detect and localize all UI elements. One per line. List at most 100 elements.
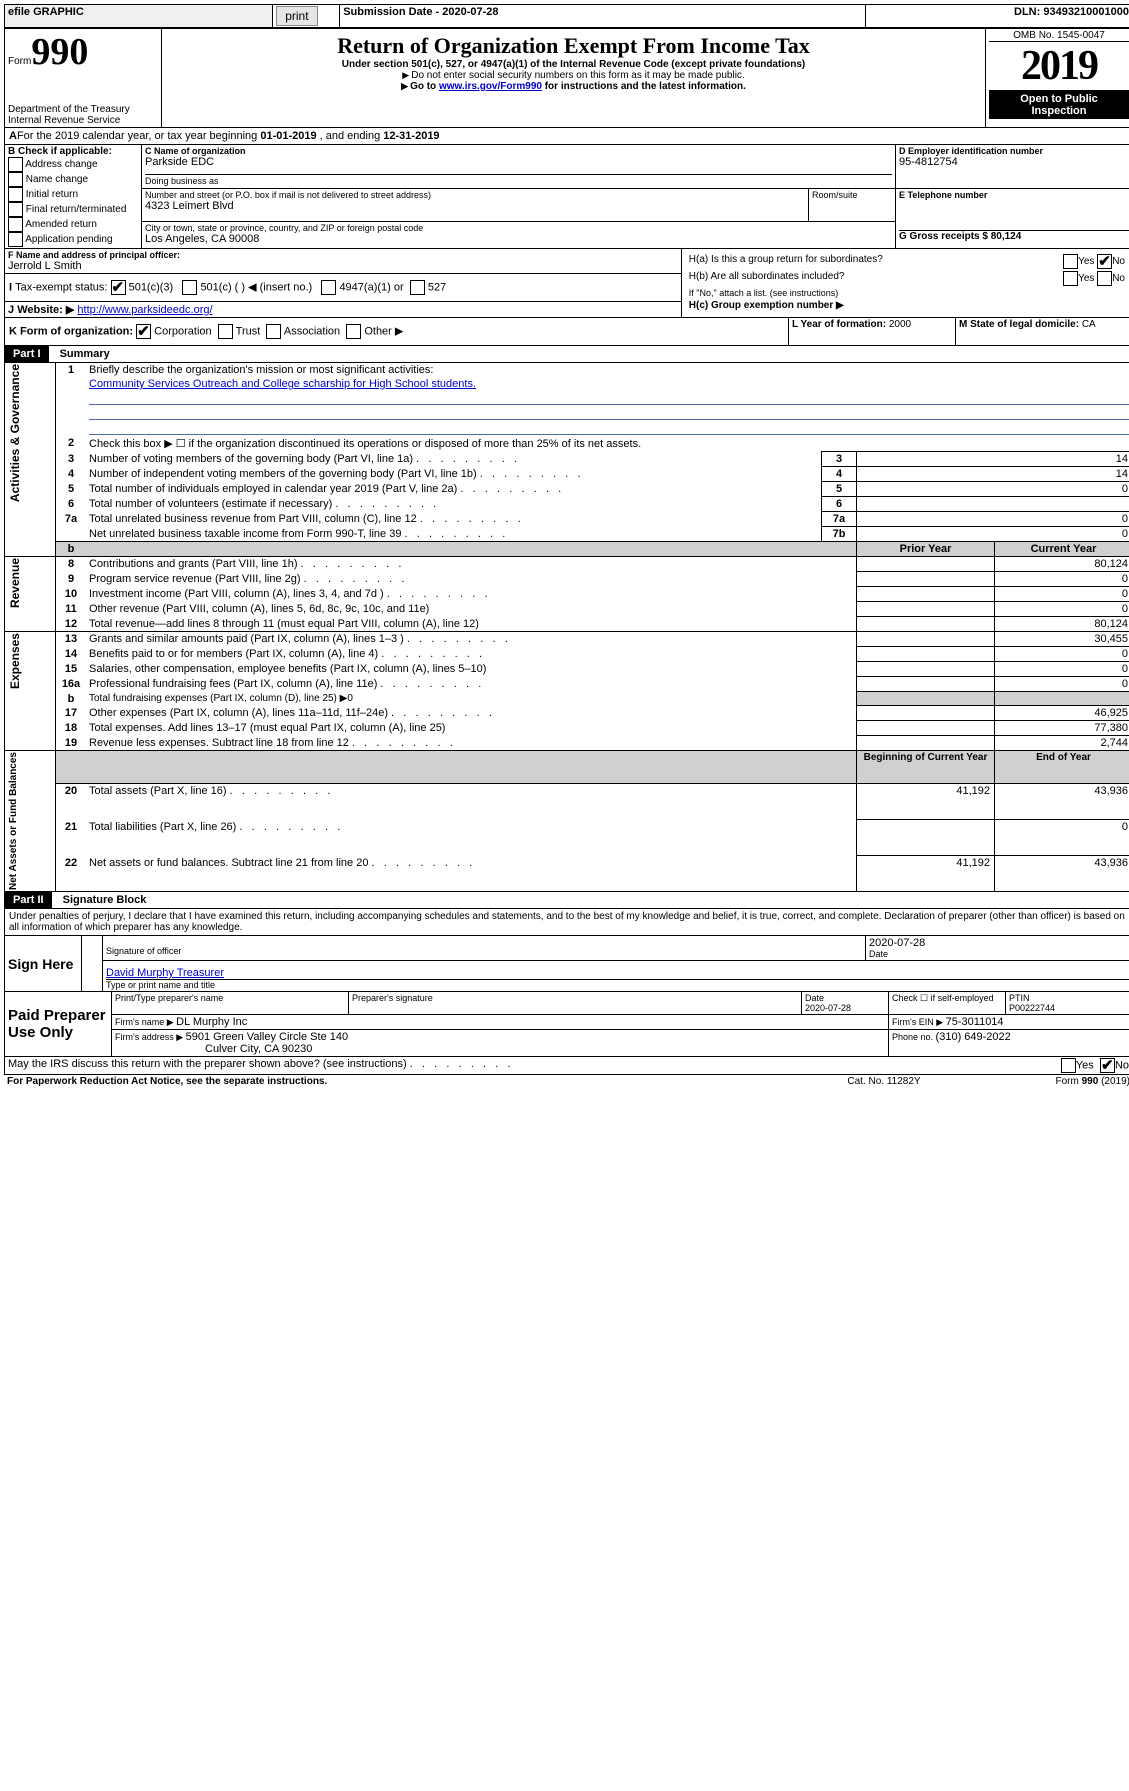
k-assoc[interactable] — [266, 324, 281, 339]
addr-label: Number and street (or P.O. box if mail i… — [145, 190, 805, 200]
rev-row: Contributions and grants (Part VIII, lin… — [86, 557, 857, 572]
current-year-hdr: Current Year — [995, 542, 1129, 557]
discuss-no[interactable] — [1100, 1058, 1115, 1073]
side-revenue: Revenue — [8, 558, 22, 608]
exp-row: Total expenses. Add lines 13–17 (must eq… — [86, 721, 857, 736]
paid-preparer-label: Paid Preparer Use Only — [5, 992, 112, 1057]
discuss-yes[interactable] — [1061, 1058, 1076, 1073]
ptin-value: P00222744 — [1009, 1003, 1055, 1013]
side-expenses: Expenses — [8, 633, 22, 689]
mission-text[interactable]: Community Services Outreach and College … — [89, 378, 476, 390]
efile-label: efile GRAPHIC — [5, 5, 273, 28]
hb-no[interactable] — [1097, 271, 1112, 286]
box-b-label: B Check if applicable: — [8, 146, 138, 157]
line-a: AFor the 2019 calendar year, or tax year… — [4, 128, 1129, 145]
dba-label: Doing business as — [145, 176, 219, 186]
exp-row: Salaries, other compensation, employee b… — [86, 662, 857, 677]
firm-addr1: 5901 Green Valley Circle Ste 140 — [186, 1031, 348, 1043]
subtitle-2: Do not enter social security numbers on … — [411, 70, 744, 81]
dept-line1: Department of the Treasury — [8, 104, 158, 115]
gov-row: Number of independent voting members of … — [86, 467, 822, 482]
line-l: L Year of formation: 2000 — [789, 318, 956, 346]
exp-row: Benefits paid to or for members (Part IX… — [86, 647, 857, 662]
rev-row: Program service revenue (Part VIII, line… — [86, 572, 857, 587]
entity-block: B Check if applicable: Address change Na… — [4, 145, 1129, 249]
ha-no[interactable] — [1097, 254, 1112, 269]
k-trust[interactable] — [218, 324, 233, 339]
part1-body: Activities & Governance 1 Briefly descri… — [4, 363, 1129, 892]
sign-here-block: Sign Here Signature of officer 2020-07-2… — [4, 935, 1129, 992]
prior-year-hdr: Prior Year — [857, 542, 995, 557]
sig-officer-label: Signature of officer — [106, 946, 862, 956]
i-4947[interactable] — [321, 280, 336, 295]
hc-label: H(c) Group exemption number ▶ — [686, 299, 1128, 312]
line-i: I Tax-exempt status: 501(c)(3) 501(c) ( … — [5, 274, 682, 302]
officer-name: Jerrold L Smith — [8, 260, 678, 272]
c-name-label: C Name of organization — [145, 146, 892, 156]
paperwork-notice: For Paperwork Reduction Act Notice, see … — [4, 1075, 801, 1088]
discuss-row: May the IRS discuss this return with the… — [4, 1057, 1129, 1075]
klm-row: K Form of organization: Corporation Trus… — [4, 318, 1129, 346]
footer: For Paperwork Reduction Act Notice, see … — [4, 1075, 1129, 1088]
i-527[interactable] — [410, 280, 425, 295]
e-label: E Telephone number — [899, 190, 1129, 200]
self-employed-check[interactable]: Check ☐ if self-employed — [889, 992, 1006, 1015]
net-row: Net assets or fund balances. Subtract li… — [86, 856, 857, 892]
print-button[interactable]: print — [276, 6, 317, 26]
gov-row: Number of voting members of the governin… — [86, 452, 822, 467]
cat-number: Cat. No. 11282Y — [801, 1075, 967, 1088]
check-final[interactable]: Final return/terminated — [8, 202, 138, 217]
tax-year: 2019 — [989, 42, 1129, 91]
rev-row: Investment income (Part VIII, column (A)… — [86, 587, 857, 602]
form-number: 990 — [31, 31, 88, 73]
sign-here-label: Sign Here — [5, 936, 82, 992]
fih-block: F Name and address of principal officer:… — [4, 249, 1129, 318]
net-row: Total liabilities (Part X, line 26) — [86, 820, 857, 856]
arrow-icon — [402, 70, 411, 81]
firm-name: DL Murphy Inc — [176, 1016, 247, 1028]
check-name[interactable]: Name change — [8, 172, 138, 187]
hb-yes[interactable] — [1063, 271, 1078, 286]
g-receipts: G Gross receipts $ 80,124 — [899, 230, 1129, 242]
dln-cell: DLN: 93493210001000 — [866, 5, 1129, 28]
h-note: If "No," attach a list. (see instruction… — [686, 287, 1128, 299]
exp-row: Professional fundraising fees (Part IX, … — [86, 677, 857, 692]
website-link[interactable]: http://www.parksideedc.org/ — [77, 304, 212, 316]
open-inspection: Open to Public Inspection — [989, 91, 1129, 119]
side-netassets: Net Assets or Fund Balances — [8, 752, 19, 890]
form-header: Form990 Department of the Treasury Inter… — [4, 28, 1129, 128]
firm-addr2: Culver City, CA 90230 — [205, 1043, 312, 1055]
f-label: F Name and address of principal officer: — [8, 250, 678, 260]
submission-date: 2020-07-28 — [442, 6, 498, 18]
gov-row: Total number of volunteers (estimate if … — [86, 497, 822, 512]
subtitle-1: Under section 501(c), 527, or 4947(a)(1)… — [165, 59, 982, 70]
hb-label: H(b) Are all subordinates included? — [686, 270, 1032, 287]
submission-cell: Submission Date - 2020-07-28 — [340, 5, 866, 28]
check-initial[interactable]: Initial return — [8, 187, 138, 202]
prep-date: 2020-07-28 — [805, 1003, 851, 1013]
ha-yes[interactable] — [1063, 254, 1078, 269]
gov-row: Net unrelated business taxable income fr… — [86, 527, 822, 542]
k-other[interactable] — [346, 324, 361, 339]
rev-row: Other revenue (Part VIII, column (A), li… — [86, 602, 857, 617]
i-501c3[interactable] — [111, 280, 126, 295]
prep-name-label: Print/Type preparer's name — [112, 992, 349, 1015]
irs-link[interactable]: www.irs.gov/Form990 — [439, 81, 542, 92]
exp-row-16b: Total fundraising expenses (Part IX, col… — [86, 692, 857, 706]
form-title: Return of Organization Exempt From Incom… — [165, 33, 982, 59]
org-name: Parkside EDC — [145, 156, 892, 168]
check-pending[interactable]: Application pending — [8, 232, 138, 247]
line-m: M State of legal domicile: CA — [956, 318, 1129, 346]
arrow-icon — [401, 81, 410, 92]
city-state-zip: Los Angeles, CA 90008 — [145, 233, 892, 245]
k-corp[interactable] — [136, 324, 151, 339]
exp-row: Grants and similar amounts paid (Part IX… — [86, 632, 857, 647]
officer-print-name[interactable]: David Murphy Treasurer — [106, 967, 224, 979]
firm-ein: 75-3011014 — [946, 1016, 1004, 1028]
check-amended[interactable]: Amended return — [8, 217, 138, 232]
check-address[interactable]: Address change — [8, 157, 138, 172]
i-501c[interactable] — [182, 280, 197, 295]
part2-header: Part II Signature Block — [4, 892, 1129, 908]
form-word: Form — [8, 56, 31, 67]
omb-number: OMB No. 1545-0047 — [989, 30, 1129, 42]
